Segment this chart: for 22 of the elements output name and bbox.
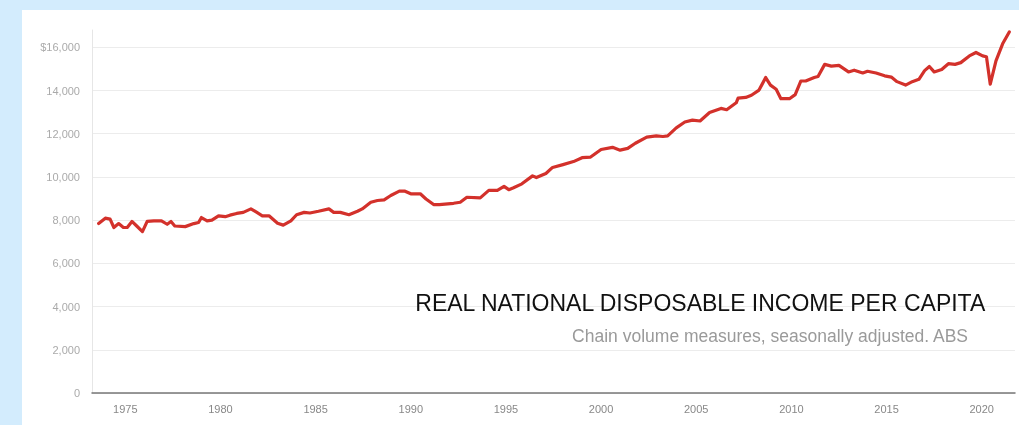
y-tick-label: 8,000 — [52, 214, 80, 227]
y-tick-label: $16,000 — [40, 41, 80, 54]
y-tick-label: 10,000 — [46, 170, 80, 183]
x-tick-label: 1995 — [493, 402, 519, 415]
text: Chain volume measures, seasonally adjusted. ABS — [572, 326, 969, 346]
x-tick-label: 2015 — [874, 402, 899, 415]
x-tick-label: 1985 — [303, 402, 328, 415]
x-tick-label: 2020 — [969, 402, 994, 415]
y-tick-label: 6,000 — [52, 257, 80, 270]
y-tick-label: 2,000 — [52, 343, 80, 356]
x-tick-label: 2000 — [588, 402, 614, 415]
y-tick-label: 12,000 — [46, 127, 80, 140]
x-tick-label: 2005 — [683, 402, 709, 415]
x-tick-label: 1990 — [398, 402, 424, 415]
x-tick-label: 2010 — [779, 402, 804, 415]
text: REAL NATIONAL DISPOSABLE INCOME PER CAPITA — [415, 289, 986, 316]
y-tick-label: 0 — [73, 387, 80, 399]
y-tick-label: 14,000 — [46, 84, 80, 97]
line-series — [97, 30, 1011, 234]
x-tick-label: 1980 — [208, 402, 233, 415]
x-tick-label: 1975 — [113, 402, 138, 415]
y-tick-label: 4,000 — [52, 300, 80, 313]
